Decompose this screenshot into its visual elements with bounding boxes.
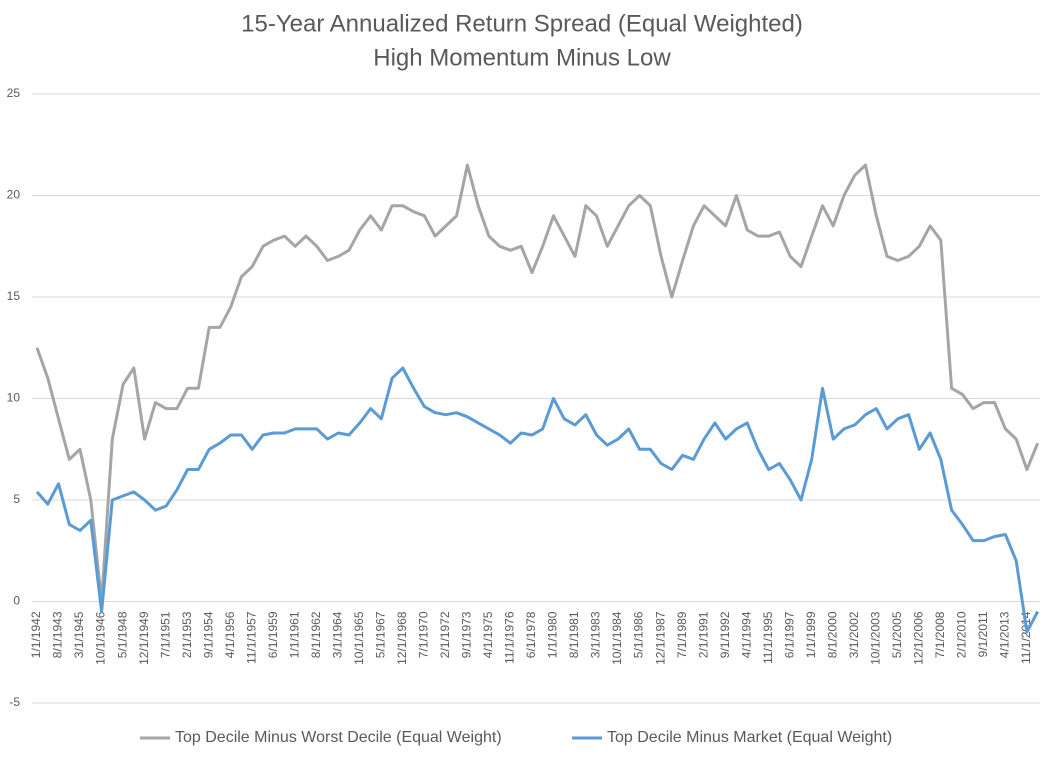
line-series [35,163,1040,603]
x-tick-label: 1/1/1980 [546,611,560,658]
chart-title: 15-Year Annualized Return Spread (Equal … [241,10,803,37]
x-tick-label: 1/1/1961 [287,611,301,658]
x-tick-label: 4/1/2013 [998,611,1012,658]
legend-label: Top Decile Minus Worst Decile (Equal Wei… [175,729,502,746]
x-tick-label: 8/1/2000 [825,611,839,658]
x-tick-label: 9/1/1992 [718,611,732,658]
x-tick-label: 7/1/1951 [158,611,172,658]
y-tick-label: 10 [7,391,21,405]
x-tick-label: 10/1/2003 [868,611,882,665]
x-tick-label: 7/1/1989 [675,611,689,658]
x-tick-label: 4/1/1994 [739,611,753,658]
x-tick-label: 1/1/1999 [804,611,818,658]
x-tick-label: 5/1/2005 [890,611,904,658]
x-tick-label: 10/1/1965 [352,611,366,665]
x-tick-label: 10/1/1984 [610,611,624,665]
x-tick-label: 5/1/1967 [373,611,387,658]
x-tick-label: 11/1/1957 [244,611,258,664]
x-tick-label: 3/1/1964 [330,611,344,658]
x-tick-label: 12/1/2006 [911,611,925,665]
x-tick-label: 9/1/1973 [460,611,474,658]
x-tick-label: 8/1/1981 [567,611,581,658]
x-tick-label: 2/1/1953 [180,611,194,658]
x-tick-label: 7/1/1970 [417,611,431,658]
x-tick-label: 7/1/2008 [933,611,947,658]
line-series [35,366,1040,634]
x-tick-label: 8/1/1962 [309,611,323,658]
x-tick-label: 9/1/1954 [201,611,215,658]
chart-subtitle: High Momentum Minus Low [373,44,671,71]
x-tick-label: 6/1/1997 [782,611,796,658]
x-tick-label: 12/1/1987 [653,611,667,665]
x-tick-label: 4/1/1975 [481,611,495,658]
y-tick-label: 5 [13,492,20,506]
x-tick-label: 1/1/1942 [29,611,43,658]
x-tick-label: 3/1/1945 [72,611,86,658]
x-tick-label: 2/1/2010 [955,611,969,658]
x-tick-label: 11/1/1976 [503,611,517,664]
x-tick-label: 11/1/1995 [761,611,775,664]
x-tick-label: 4/1/1956 [223,611,237,658]
y-tick-label: 0 [13,594,20,608]
x-tick-label: 12/1/1968 [395,611,409,665]
y-tick-label: 15 [7,289,21,303]
x-tick-label: 12/1/1949 [137,611,151,665]
legend-label: Top Decile Minus Market (Equal Weight) [607,729,892,746]
x-tick-label: 3/1/2002 [847,611,861,658]
x-tick-label: 2/1/1972 [438,611,452,658]
x-tick-label: 10/1/1946 [94,611,108,665]
x-tick-label: 5/1/1948 [115,611,129,658]
y-tick-label: 25 [7,86,21,100]
x-tick-label: 3/1/1983 [589,611,603,658]
x-tick-label: 2/1/1991 [696,611,710,658]
y-tick-label: -5 [9,695,20,709]
x-tick-label: 6/1/1978 [524,611,538,658]
x-tick-label: 5/1/1986 [632,611,646,658]
x-tick-label: 6/1/1959 [266,611,280,658]
y-tick-label: 20 [7,188,21,202]
x-tick-label: 9/1/2011 [976,611,990,657]
x-tick-label: 8/1/1943 [51,611,65,658]
